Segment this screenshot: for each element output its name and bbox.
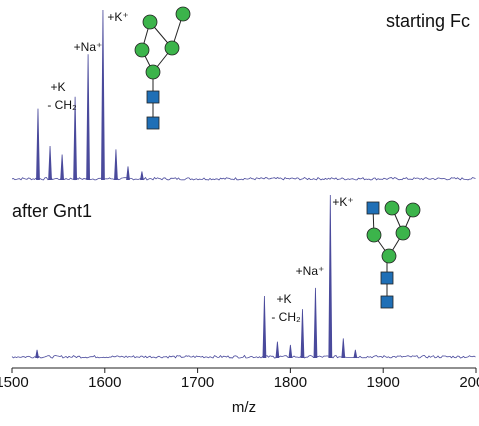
x-axis-label: m/z: [232, 399, 256, 416]
peak: [101, 9, 105, 181]
peak-annotation: +Na⁺: [296, 264, 325, 278]
x-tick-label: 1900: [367, 374, 400, 391]
peak: [300, 309, 305, 359]
peak: [341, 338, 346, 359]
peak: [313, 287, 318, 359]
panel-title: after Gnt1: [12, 201, 92, 221]
peak: [35, 349, 39, 359]
x-tick-label: 1600: [88, 374, 121, 391]
peak: [48, 145, 52, 181]
peak-annotation: - CH₂: [271, 310, 301, 324]
peak-annotation: +K: [276, 292, 291, 306]
peak-annotation: +K⁺: [332, 195, 353, 209]
glycan-bottom: [366, 200, 421, 309]
peak: [73, 96, 78, 181]
peak: [328, 194, 333, 359]
x-tick-label: 1700: [181, 374, 214, 391]
baseline-noise: [11, 176, 476, 181]
peak: [262, 296, 267, 359]
peak: [86, 54, 90, 181]
peak: [353, 349, 358, 359]
x-tick-label: 2000: [459, 374, 479, 391]
panel-title: starting Fc: [386, 11, 470, 31]
x-tick-label: 1500: [0, 374, 29, 391]
peak-annotation: - CH₂: [47, 98, 77, 112]
x-tick-label: 1800: [274, 374, 307, 391]
peak: [60, 154, 65, 181]
peak-annotation: +K: [50, 80, 65, 94]
peak: [140, 171, 144, 181]
peak-annotation: +K⁺: [107, 10, 128, 24]
peak-annotation: +Na⁺: [74, 40, 103, 54]
baseline-noise: [11, 354, 476, 359]
peak: [36, 108, 40, 181]
peak: [288, 344, 293, 359]
peak: [126, 166, 130, 181]
glycan-top: [134, 6, 191, 130]
peak: [275, 341, 280, 359]
peak: [114, 149, 118, 181]
